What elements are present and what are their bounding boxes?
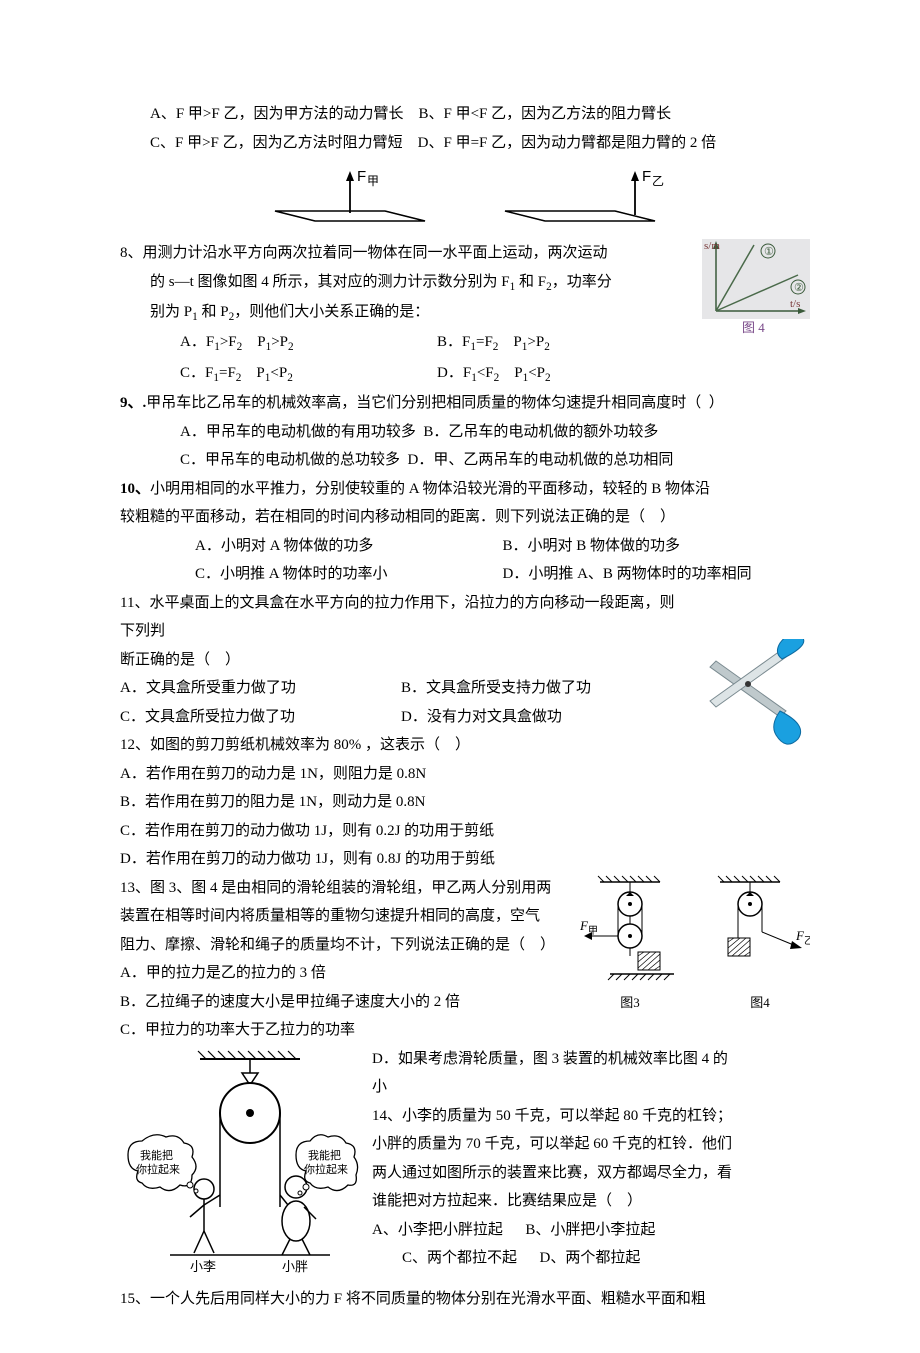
q8-caption: 图 4 — [742, 320, 765, 335]
q8-stem-l1: 8、用测力计沿水平方向两次拉着同一物体在同一水平面上运动，两次运动 — [120, 239, 694, 268]
q7-right-F: F — [642, 168, 651, 185]
q12-optA: A．若作用在剪刀的动力是 1N，则阻力是 0.8N — [120, 760, 682, 789]
q8-ylabel: s/m — [704, 240, 720, 252]
q13-stem3: 阻力、摩擦、滑轮和绳子的质量均不计，下列说法正确的是（ ） — [120, 931, 572, 960]
svg-text:我能把: 我能把 — [308, 1148, 341, 1162]
q13-optC: C．甲拉力的功率大于乙拉力的功率 — [120, 1016, 572, 1045]
q7-figure: F 甲 F 乙 — [120, 163, 810, 233]
q8-xlabel: t/s — [790, 298, 800, 310]
q14-stem1: 14、小李的质量为 50 千克，可以举起 80 千克的杠铃； — [372, 1102, 810, 1131]
q14-stem4: 谁能把对方拉起来．比赛结果应是（ ） — [372, 1187, 810, 1216]
bubble-left: 我能把 你拉起来 — [128, 1134, 198, 1192]
q14-figure: 我能把 你拉起来 我能把 你拉起来 小李 小胖 — [120, 1045, 360, 1275]
svg-text:②: ② — [794, 282, 804, 294]
svg-text:你拉起来: 你拉起来 — [304, 1162, 348, 1176]
q8-block: 8、用测力计沿水平方向两次拉着同一物体在同一水平面上运动，两次运动 的 s—t … — [120, 239, 810, 389]
q7-row-cd: C、F 甲>F 乙，因为乙方法时阻力臂短 D、F 甲=F 乙，因为动力臂都是阻力… — [120, 129, 810, 158]
q7-optB: B、F 甲<F 乙，因为乙方法的阻力臂长 — [418, 106, 671, 122]
q7-right-sub: 乙 — [652, 174, 664, 188]
q7-fig-right: F 乙 — [495, 163, 665, 233]
q7-optC: C、F 甲>F 乙，因为乙方法时阻力臂短 — [150, 135, 403, 151]
q15-stem: 15、一个人先后用同样大小的力 F 将不同质量的物体分别在光滑水平面、粗糙水平面… — [120, 1285, 810, 1314]
q10-stem1: 10、小明用相同的水平推力，分别使较重的 A 物体沿较光滑的平面移动，较轻的 B… — [120, 475, 810, 504]
q14-stem2: 小胖的质量为 70 千克，可以举起 60 千克的杠铃．他们 — [372, 1130, 810, 1159]
svg-text:乙: 乙 — [804, 935, 810, 947]
q13-optD2: 小 — [372, 1073, 810, 1102]
q12-stem: 12、如图的剪刀剪纸机械效率为 80% ，这表示（ ） — [120, 731, 682, 760]
q11-options: A．文具盒所受重力做了功 B．文具盒所受支持力做了功 C．文具盒所受拉力做了功 … — [120, 674, 682, 731]
q14-stem3: 两人通过如图所示的装置来比赛，双方都竭尽全力，看 — [372, 1159, 810, 1188]
q13-optB: B．乙拉绳子的速度大小是甲拉绳子速度大小的 2 倍 — [120, 988, 572, 1017]
q8-stem-l3: 别为 P1 和 P2，则他们大小关系正确的是： — [120, 298, 694, 328]
q13-optA: A．甲的拉力是乙的拉力的 3 倍 — [120, 959, 572, 988]
q13-cap4: 图4 — [710, 991, 810, 1016]
q7-optD: D、F 甲=F 乙，因为动力臂都是阻力臂的 2 倍 — [418, 135, 716, 151]
q8-optA: A．F1>F2 P1>P2 — [180, 328, 437, 358]
q14-name-left: 小李 — [190, 1259, 216, 1274]
q14-ab: A、小李把小胖拉起 B、小胖把小李拉起 — [372, 1216, 810, 1245]
q12-optB: B．若作用在剪刀的阻力是 1N，则动力是 0.8N — [120, 788, 682, 817]
scissors-figure — [690, 589, 810, 749]
q8-figure: ① ② s/m t/s 图 4 — [702, 239, 810, 335]
q12-optC: C．若作用在剪刀的动力做功 1J，则有 0.2J 的功用于剪纸 — [120, 817, 810, 846]
q8-optB: B．F1=F2 P1>P2 — [437, 328, 694, 358]
q11-stem1: 11、水平桌面上的文具盒在水平方向的拉力作用下，沿拉力的方向移动一段距离，则下列… — [120, 589, 682, 646]
q14-block: 我能把 你拉起来 我能把 你拉起来 小李 小胖 D．如果考虑滑轮质量，图 3 装… — [120, 1045, 810, 1275]
q8-options: A．F1>F2 P1>P2 B．F1=F2 P1>P2 C．F1=F2 P1<P… — [120, 328, 694, 389]
q8-stem-l2: 的 s—t 图像如图 4 所示，其对应的测力计示数分别为 F1 和 F2，功率分 — [120, 268, 694, 298]
q13-optD: D．如果考虑滑轮质量，图 3 装置的机械效率比图 4 的 — [372, 1045, 810, 1074]
q7-left-F: F — [357, 168, 366, 185]
q7-optA: A、F 甲>F 乙，因为甲方法的动力臂长 — [150, 106, 403, 122]
svg-text:你拉起来: 你拉起来 — [136, 1162, 180, 1176]
q13-fig4: F 乙 — [710, 874, 810, 989]
q10-stem2: 较粗糙的平面移动，若在相同的时间内移动相同的距离．则下列说法正确的是（ ） — [120, 503, 810, 532]
q13-figures: F 甲 图3 — [580, 874, 810, 1016]
q11-stem2: 断正确的是（ ） — [120, 646, 682, 675]
q14-cd: C、两个都拉不起 D、两个都拉起 — [372, 1244, 810, 1273]
q13-stem1: 13、图 3、图 4 是由相同的滑轮组装的滑轮组，甲乙两人分别用两 — [120, 874, 572, 903]
q7-row-ab: A、F 甲>F 乙，因为甲方法的动力臂长 B、F 甲<F 乙，因为乙方法的阻力臂… — [120, 100, 810, 129]
svg-text:甲: 甲 — [588, 926, 598, 937]
bubble-right: 我能把 你拉起来 — [296, 1134, 358, 1194]
q13-stem2: 装置在相等时间内将质量相等的重物匀速提升相同的高度，空气 — [120, 902, 572, 931]
q13-fig3: F 甲 — [580, 874, 680, 989]
q8-optD: D．F1<F2 P1<P2 — [437, 359, 694, 389]
q7-left-sub: 甲 — [367, 174, 379, 188]
q9-cd: C．甲吊车的电动机做的总功较多 D．甲、乙两吊车的电动机做的总功相同 — [120, 446, 810, 475]
q13-block: 13、图 3、图 4 是由相同的滑轮组装的滑轮组，甲乙两人分别用两 装置在相等时… — [120, 874, 810, 1045]
q11-q12-block: 11、水平桌面上的文具盒在水平方向的拉力作用下，沿拉力的方向移动一段距离，则下列… — [120, 589, 810, 817]
svg-text:我能把: 我能把 — [140, 1148, 173, 1162]
q9-stem: 9、.甲吊车比乙吊车的机械效率高，当它们分别把相同质量的物体匀速提升相同高度时（… — [120, 389, 810, 418]
q8-optC: C．F1=F2 P1<P2 — [180, 359, 437, 389]
svg-text:①: ① — [764, 246, 774, 258]
q12-optD: D．若作用在剪刀的动力做功 1J，则有 0.8J 的功用于剪纸 — [120, 845, 810, 874]
q10-options: A．小明对 A 物体做的功多 B．小明对 B 物体做的功多 C．小明推 A 物体… — [120, 532, 810, 589]
q9-ab: A．甲吊车的电动机做的有用功较多 B．乙吊车的电动机做的额外功较多 — [120, 418, 810, 447]
q14-name-right: 小胖 — [282, 1259, 308, 1274]
q13-cap3: 图3 — [580, 991, 680, 1016]
q7-fig-left: F 甲 — [265, 163, 435, 233]
